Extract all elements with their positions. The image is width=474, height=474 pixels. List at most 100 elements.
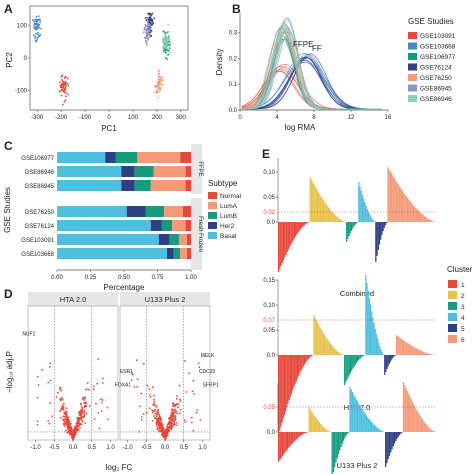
volcano-point: [146, 384, 149, 387]
volcano-point: [153, 415, 155, 417]
panel-b-density: 0 4 8 12 16 0.0 0.1 0.2 0.3 FFPE FF log RMA Den…: [215, 12, 392, 132]
silhouette-ytick-label: 0.15: [263, 278, 275, 284]
volcano-point: [66, 431, 69, 434]
volcano-point: [153, 410, 156, 413]
pca-point-GSE103091: [64, 86, 67, 89]
silhouette-bar-cluster-1: [280, 432, 282, 459]
subtype-bar-segment-Her2: [121, 166, 135, 177]
volcano-point: [67, 422, 69, 425]
silhouette-bar-cluster-4: [369, 420, 372, 432]
silhouette-bar-cluster-1: [287, 222, 289, 250]
volcano-point: [159, 426, 162, 429]
pca-point-GSE103668: [36, 20, 38, 23]
silhouette-bar-cluster-2: [333, 214, 336, 222]
silhouette-bar-cluster-3: [355, 222, 357, 224]
volcano-point: [59, 410, 61, 413]
silhouette-bar-cluster-2: [320, 196, 322, 222]
volcano-xtick-label: 1.0: [106, 445, 115, 451]
silhouette-bar-cluster-3: [345, 432, 347, 436]
silhouette-bar-cluster-5: [399, 432, 401, 435]
volcano-point: [97, 358, 100, 360]
pca-point-GSE103668: [36, 37, 39, 39]
silhouette-bar-cluster-2: [313, 415, 315, 432]
silhouette-bar-cluster-1: [299, 432, 301, 437]
volcano-point: [131, 372, 133, 375]
silhouette-bar-cluster-6: [405, 196, 407, 222]
silhouette-bar-cluster-2: [318, 324, 320, 355]
volcano-point: [141, 418, 143, 421]
gse-legend-items: GSE103091 GSE103668 GSE106977 GSE76124 GSE76…: [408, 32, 456, 103]
silhouette-bar-cluster-2: [308, 407, 310, 432]
silhouette-bar-cluster-1: [279, 432, 281, 460]
pca-xtick-label: -300: [31, 115, 44, 121]
silhouette-bar-cluster-2: [340, 353, 342, 355]
silhouette-bar-cluster-6: [409, 200, 411, 222]
silhouette-ytick-label: 0.0: [267, 220, 276, 226]
silhouette-bar-cluster-2: [312, 181, 314, 222]
silhouette-bar-cluster-3: [358, 355, 360, 361]
silhouette-bar-cluster-6: [400, 338, 402, 355]
silhouette-bar-cluster-4: [377, 338, 379, 355]
silhouette-bar-cluster-3: [352, 222, 354, 229]
pca-point-GSE86945: [146, 44, 148, 47]
silhouette-bar-cluster-4: [354, 396, 356, 432]
silhouette-bar-cluster-5: [386, 432, 388, 464]
silhouette-bar-cluster-2: [333, 347, 335, 355]
silhouette-bar-cluster-6: [402, 340, 405, 355]
silhouette-bar-cluster-4: [364, 413, 366, 432]
silhouette-bar-cluster-4: [373, 424, 375, 432]
silhouette-bar-cluster-5: [385, 355, 387, 372]
pca-point-GSE86946: [168, 38, 171, 41]
volcano-point: [174, 415, 177, 418]
volcano-point: [68, 430, 71, 432]
silhouette-bar-cluster-2: [320, 423, 322, 432]
pca-point-GSE103091: [65, 81, 67, 83]
volcano-point: [48, 366, 51, 368]
panel-b-ylabel: Density: [215, 49, 224, 76]
silhouette-bar-cluster-6: [427, 425, 429, 432]
silhouette-bar-cluster-5: [390, 432, 392, 453]
subtype-bar-segment-Basal: [57, 220, 151, 231]
pca-point-GSE103091: [64, 99, 67, 102]
volcano-point: [100, 410, 103, 412]
silhouette-bar-cluster-4: [367, 417, 369, 432]
pca-point-GSE76250: [156, 91, 159, 93]
volcano-point: [148, 407, 151, 410]
pca-point-GSE76124: [151, 21, 154, 23]
subtype-bar-segment-Normal: [187, 248, 191, 259]
silhouette-bar-cluster-4: [371, 421, 373, 432]
pca-point-GSE103668: [37, 35, 40, 38]
silhouette-bar-cluster-6: [398, 336, 400, 355]
silhouette-bar-cluster-2: [331, 211, 333, 222]
silhouette-bar-cluster-1: [294, 432, 296, 441]
silhouette-bar-cluster-3: [353, 355, 355, 367]
subtype-bar-segment-Basal: [57, 152, 106, 163]
silhouette-bar-cluster-4: [366, 208, 368, 222]
pca-point-GSE86945: [149, 25, 152, 28]
volcano-point: [153, 398, 155, 401]
volcano-point: [80, 422, 82, 425]
volcano-point: [155, 423, 158, 426]
volcano-point: [85, 402, 87, 405]
volcano-point: [61, 408, 64, 410]
silhouette-bar-cluster-5: [385, 432, 387, 467]
volcano-point: [178, 384, 181, 387]
pca-point-GSE86946: [164, 38, 166, 41]
silhouette-bar-cluster-1: [306, 432, 308, 433]
silhouette-bar-cluster-1: [297, 222, 299, 233]
subtype-bar-segment-Her2: [126, 206, 146, 217]
volcano-point: [83, 409, 86, 412]
pca-ytick-label: 0: [24, 56, 28, 62]
silhouette-bar-cluster-6: [387, 167, 389, 222]
pca-point-GSE103668: [32, 34, 35, 37]
silhouette-bar-cluster-3: [352, 355, 354, 369]
silhouette-bar-cluster-6: [423, 351, 425, 355]
volcano-point: [62, 406, 65, 409]
density-curve-GSE86946: [241, 27, 382, 110]
gse-legend-swatch: [408, 95, 417, 102]
volcano-point: [67, 416, 70, 419]
silhouette-bar-cluster-5: [387, 355, 389, 367]
volcano-point: [174, 411, 177, 414]
volcano-point: [152, 386, 154, 389]
volcano-point: [49, 379, 52, 382]
